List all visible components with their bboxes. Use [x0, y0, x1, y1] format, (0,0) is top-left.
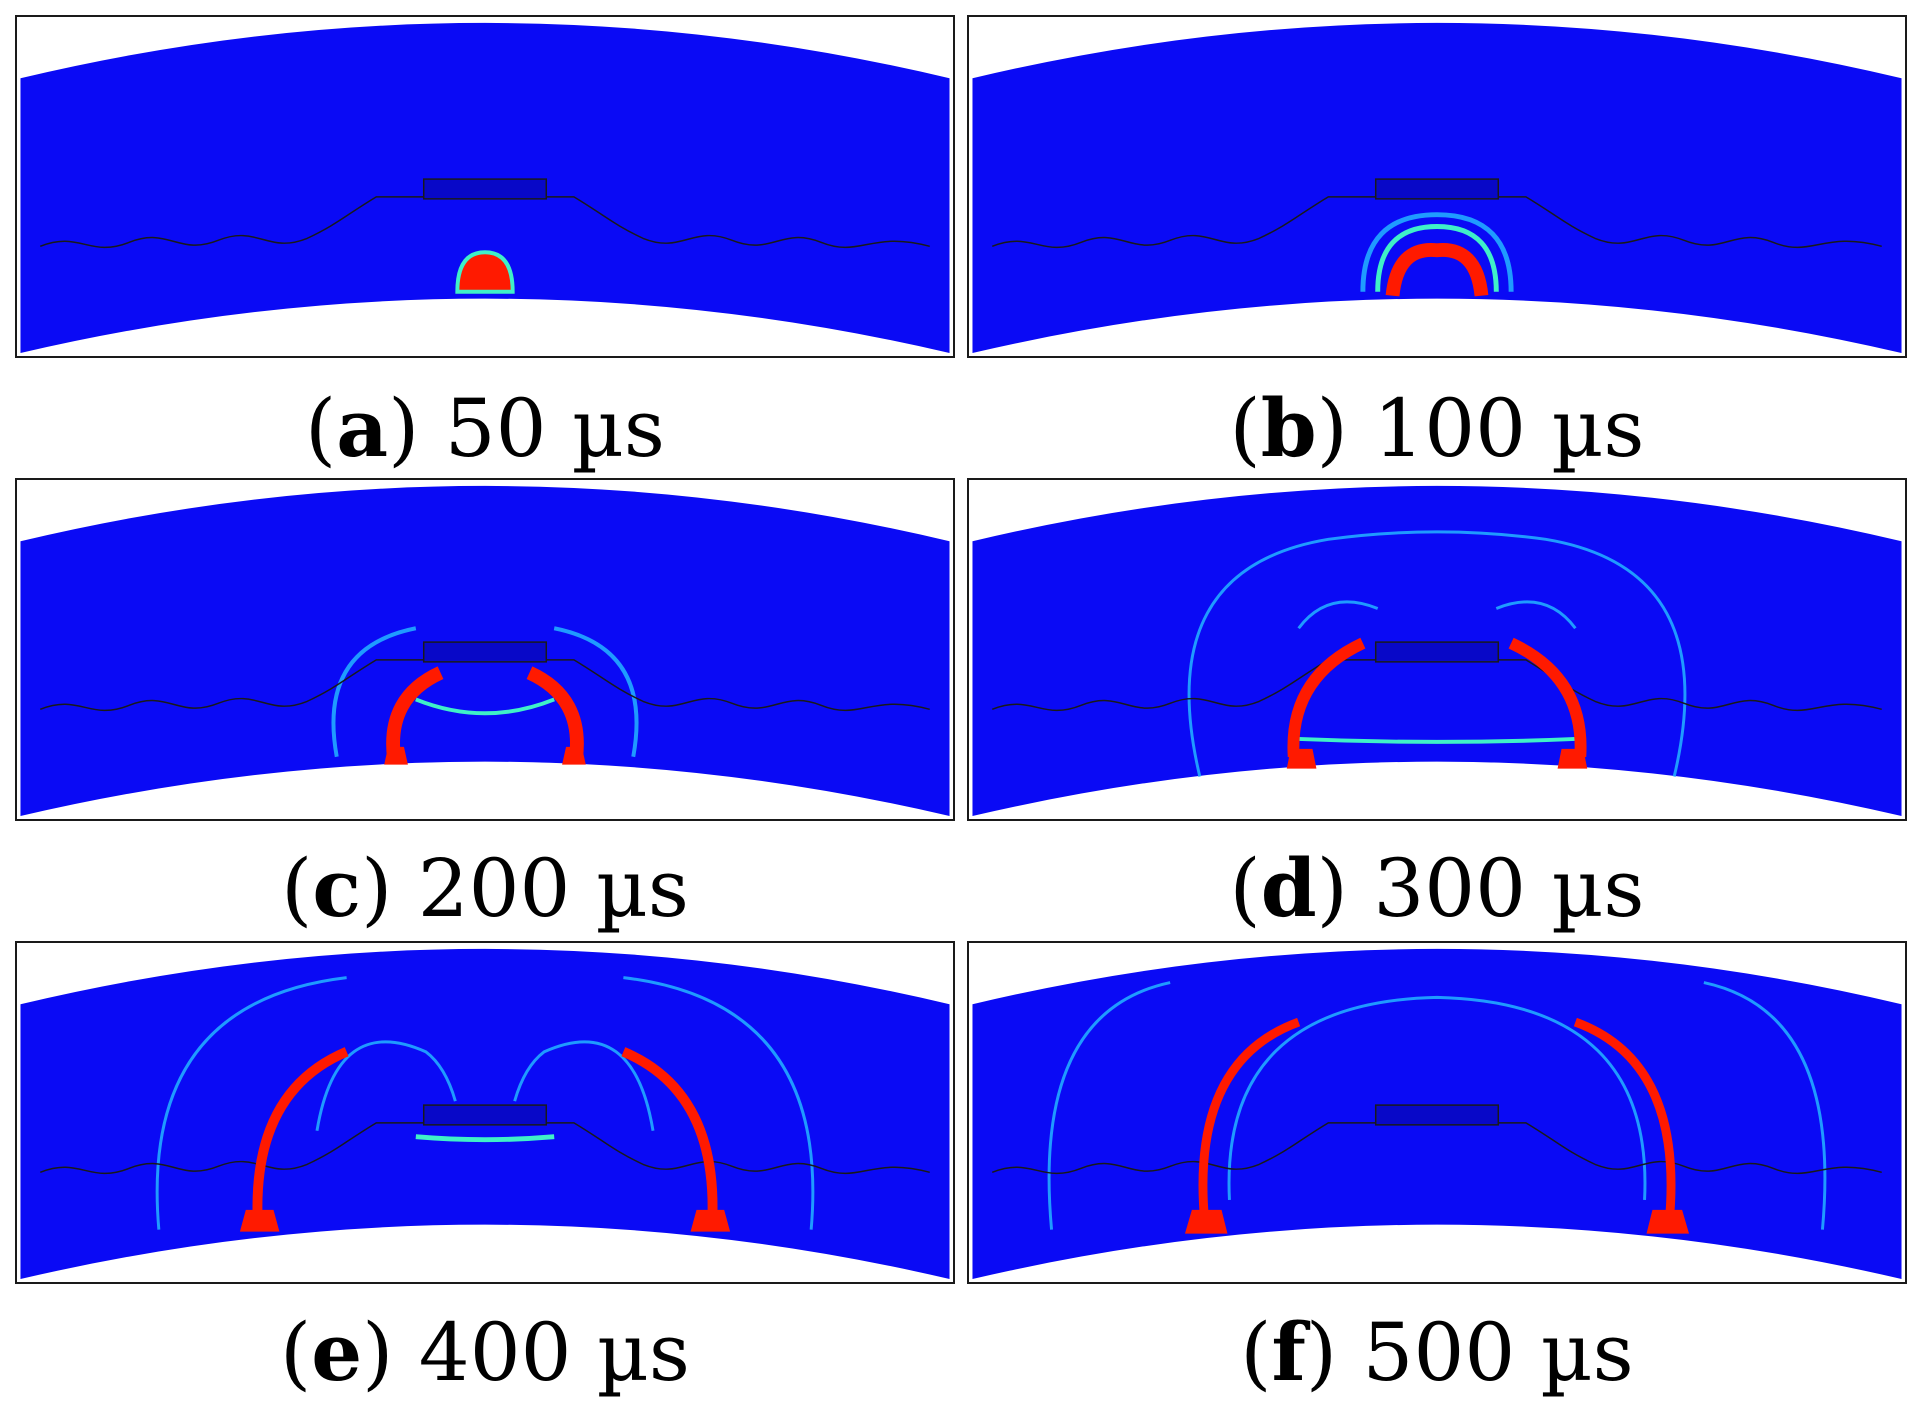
interface-line — [991, 659, 1882, 712]
caption-d: (d) 300 µs — [1229, 841, 1645, 935]
wave-field-d — [972, 485, 1902, 817]
caption-a: (a) 50 µs — [305, 381, 665, 475]
wavefront-strong — [1198, 1017, 1676, 1223]
interface-line — [991, 196, 1882, 249]
inclusion-block — [422, 1104, 548, 1126]
wavefront-inner — [1385, 243, 1489, 297]
reflection-band — [415, 1134, 555, 1143]
wavefront-strong — [386, 666, 584, 760]
wavefront-ring — [1297, 600, 1577, 630]
reflection-band — [1298, 736, 1576, 744]
wave-field-b — [972, 22, 1902, 354]
inclusion-block — [1374, 1104, 1500, 1126]
inclusion-block — [1374, 641, 1500, 663]
wavefront-outer — [331, 626, 639, 758]
simulation-panel-c — [15, 478, 955, 821]
wavefront-mid — [415, 697, 555, 716]
source-pulse — [455, 250, 515, 294]
simulation-panel-b — [967, 15, 1907, 358]
wavefront-mid — [1375, 224, 1499, 292]
caption-c: (c) 200 µs — [281, 841, 689, 935]
interface-line — [39, 659, 930, 712]
wavefront-outer — [1187, 530, 1687, 777]
caption-b: (b) 100 µs — [1229, 381, 1645, 475]
simulation-panel-e — [15, 941, 955, 1284]
interface-line — [39, 1122, 930, 1175]
caption-f: (f) 500 µs — [1240, 1305, 1634, 1399]
simulation-panel-d — [967, 478, 1907, 821]
simulation-panel-f — [967, 941, 1907, 1284]
wave-field-c — [20, 485, 950, 817]
inclusion-block — [1374, 178, 1500, 200]
inclusion-block — [422, 641, 548, 663]
wave-field-f — [972, 948, 1902, 1280]
wave-field-a — [20, 22, 950, 354]
simulation-panel-a — [15, 15, 955, 358]
caption-e: (e) 400 µs — [280, 1305, 690, 1399]
wavefront-strong — [1287, 637, 1587, 758]
wavefront-ring — [1227, 995, 1647, 1201]
wavefront-outer — [1360, 212, 1514, 292]
interface-line — [39, 196, 930, 249]
wavefront-strong — [252, 1047, 718, 1220]
wavefront-outer — [155, 976, 815, 1230]
wave-field-e — [20, 948, 950, 1280]
wavefront-ring — [315, 1040, 655, 1132]
inclusion-block — [422, 178, 548, 200]
wavefront-outer — [1047, 981, 1827, 1230]
interface-line — [991, 1122, 1882, 1175]
